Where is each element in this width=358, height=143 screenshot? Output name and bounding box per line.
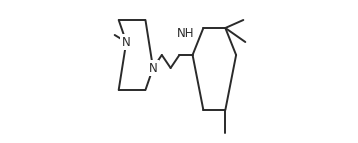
Text: N: N [122,35,131,48]
Text: N: N [149,61,158,75]
Text: NH: NH [176,26,194,39]
